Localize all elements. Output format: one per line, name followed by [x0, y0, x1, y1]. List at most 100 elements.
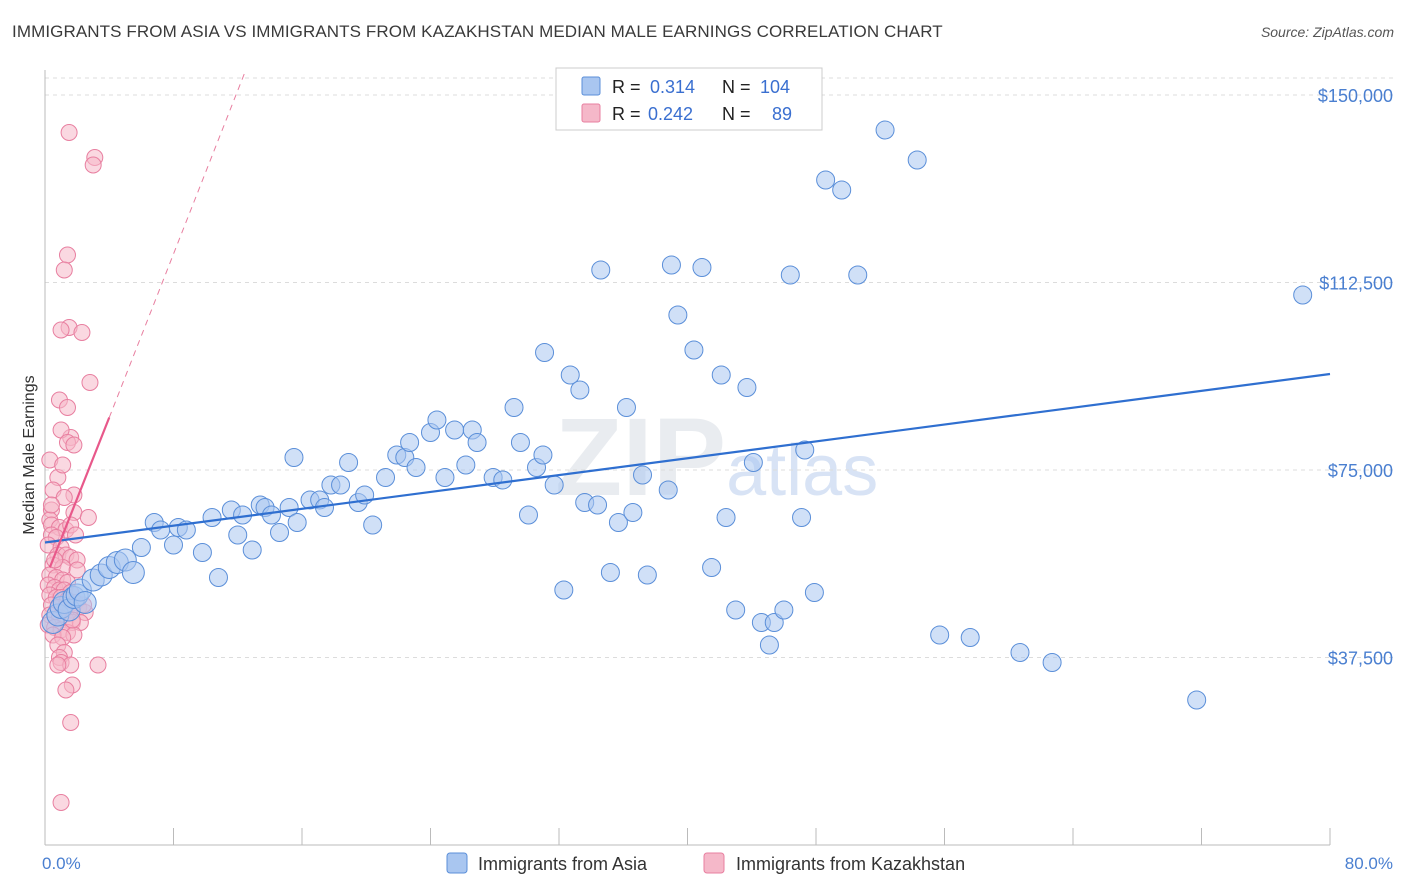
asia-point: [445, 420, 465, 440]
asia-point: [493, 470, 513, 490]
asia-point: [764, 613, 784, 632]
kazakhstan-point: [57, 681, 75, 699]
asia-point: [633, 465, 653, 485]
series-legend: Immigrants from Asia Immigrants from Kaz…: [446, 852, 965, 874]
asia-point: [716, 508, 736, 527]
asia-point: [743, 453, 763, 472]
legend-swatch-kazakhstan: [581, 103, 601, 123]
correlation-legend: R = 0.314 N = 104 R = 0.242 N = 89: [555, 67, 823, 131]
legend-r-value-kazakhstan: 0.242: [648, 104, 693, 124]
asia-point: [242, 540, 262, 560]
asia-point: [406, 458, 426, 477]
asia-point: [202, 508, 222, 527]
asia-point: [780, 265, 800, 285]
kazakhstan-point: [55, 489, 73, 506]
asia-trend-line: [44, 372, 1331, 544]
asia-point: [261, 505, 281, 525]
asia-point: [711, 365, 731, 385]
bottom-legend-label-kazakhstan: Immigrants from Kazakhstan: [736, 854, 965, 874]
kazakhstan-point: [52, 321, 70, 339]
asia-point: [588, 495, 608, 515]
kazakhstan-point: [67, 526, 85, 544]
kazakhstan-point: [68, 561, 86, 579]
y-axis-label: Median Male Earnings: [21, 375, 38, 534]
legend-n-label-kazakhstan: N =: [722, 104, 751, 124]
asia-point: [960, 628, 980, 647]
asia-point: [658, 480, 678, 500]
asia-point: [623, 503, 643, 522]
legend-swatch-asia: [581, 76, 601, 96]
asia-point: [192, 543, 212, 562]
x-tick-marks: [44, 828, 1331, 845]
asia-point: [535, 343, 555, 362]
asia-point: [435, 468, 455, 487]
asia-point: [848, 265, 868, 285]
kazakhstan-point: [65, 436, 83, 454]
kazakhstan-point: [52, 794, 70, 811]
asia-point: [795, 440, 815, 460]
kazakhstan-point: [42, 496, 60, 514]
asia-point: [151, 520, 171, 540]
asia-point: [591, 260, 611, 280]
kazakhstan-trend-extension: [108, 69, 247, 418]
kazakhstan-point: [89, 656, 107, 674]
x-tick-labels: 0.0% 80.0%: [42, 854, 1393, 873]
asia-point: [600, 563, 620, 582]
asia-point: [427, 410, 447, 430]
kazakhstan-trend-line: [48, 417, 111, 568]
asia-point: [684, 340, 704, 360]
source-label: Source: ZipAtlas.com: [1260, 24, 1394, 40]
kazakhstan-point: [62, 714, 80, 731]
asia-point: [284, 448, 304, 467]
asia-point: [1293, 285, 1313, 305]
series-kazakhstan-points: [39, 124, 107, 811]
asia-point: [759, 635, 779, 655]
series-asia-points: [41, 120, 1313, 710]
bottom-legend-swatch-asia: [446, 852, 468, 874]
legend-n-label-asia: N =: [722, 77, 751, 97]
asia-point: [331, 475, 351, 495]
asia-point: [907, 150, 927, 170]
asia-point: [400, 433, 420, 452]
asia-point: [376, 468, 396, 487]
y-tick-label: $37,500: [1328, 649, 1393, 669]
asia-point: [504, 398, 524, 417]
legend-n-value-asia: 104: [760, 77, 790, 97]
chart-title: IMMIGRANTS FROM ASIA VS IMMIGRANTS FROM …: [12, 22, 943, 41]
kazakhstan-point: [54, 456, 72, 474]
asia-point: [208, 568, 228, 587]
asia-point: [570, 380, 590, 400]
asia-point: [608, 513, 628, 532]
asia-point: [737, 378, 757, 397]
asia-point: [121, 561, 145, 584]
asia-point: [270, 523, 290, 542]
asia-point: [1042, 653, 1062, 672]
asia-point: [554, 580, 574, 600]
asia-point: [1010, 643, 1030, 662]
asia-point: [456, 455, 476, 475]
asia-point: [544, 475, 564, 495]
legend-r-value-asia: 0.314: [650, 77, 695, 97]
asia-point: [616, 398, 636, 417]
x-tick-label-min: 0.0%: [42, 854, 81, 873]
bottom-legend-swatch-kazakhstan: [703, 852, 725, 874]
kazakhstan-point: [49, 656, 67, 674]
asia-point: [339, 453, 359, 472]
y-tick-label: $112,500: [1319, 274, 1393, 294]
kazakhstan-point: [73, 324, 91, 341]
asia-point: [692, 258, 712, 277]
kazakhstan-point: [79, 509, 97, 526]
legend-n-value-kazakhstan: 89: [772, 104, 792, 124]
asia-point: [467, 433, 487, 452]
asia-point: [510, 433, 530, 452]
asia-point: [668, 305, 688, 325]
legend-r-label-asia: R =: [612, 77, 641, 97]
bottom-legend-label-asia: Immigrants from Asia: [478, 854, 648, 874]
asia-point: [518, 505, 538, 525]
kazakhstan-point: [81, 374, 99, 391]
asia-point: [702, 558, 722, 577]
asia-point: [661, 255, 681, 275]
asia-point: [164, 535, 183, 555]
asia-point: [832, 180, 852, 200]
